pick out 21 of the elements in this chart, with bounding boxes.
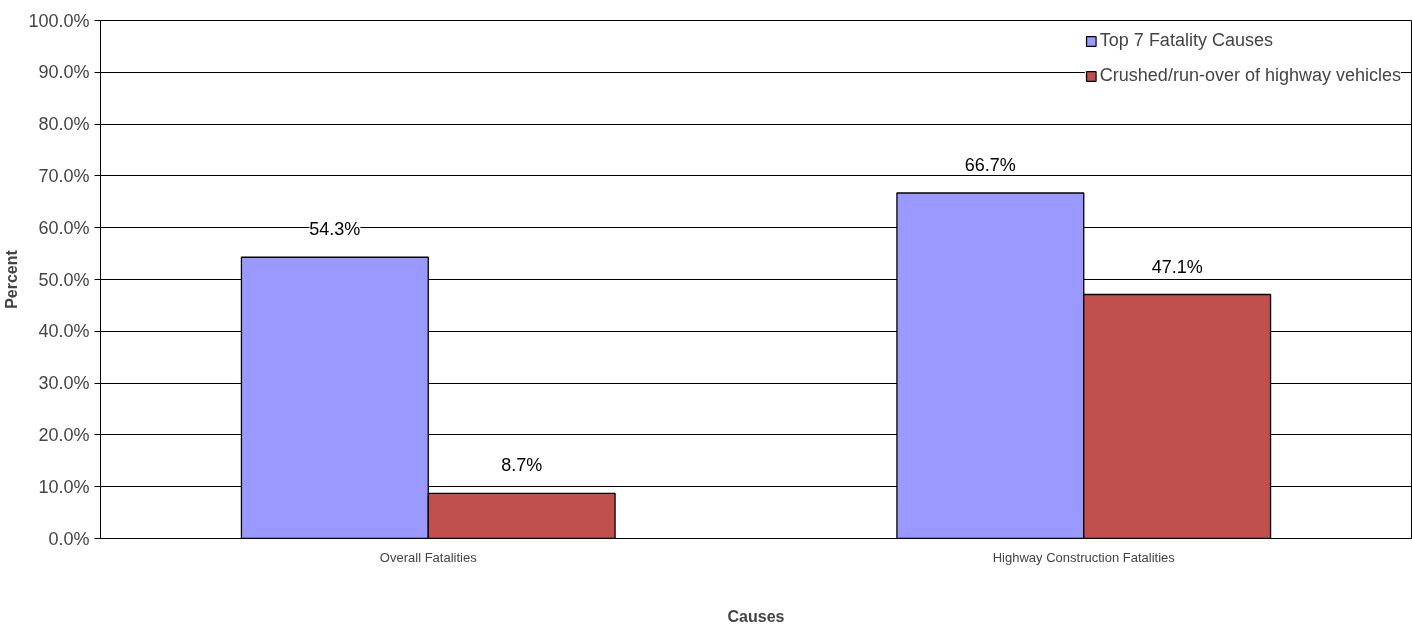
y-tick-label: 40.0% (38, 321, 90, 342)
legend-label: Top 7 Fatality Causes (1099, 30, 1273, 51)
y-tick-label: 90.0% (38, 62, 90, 83)
y-tick-label: 80.0% (38, 114, 90, 135)
data-label: 66.7% (964, 154, 1016, 175)
data-label: 54.3% (309, 219, 361, 240)
data-label: 8.7% (501, 455, 543, 476)
y-tick-label: 30.0% (38, 373, 90, 394)
y-tick-label: 70.0% (38, 165, 90, 186)
y-tick-label: 100.0% (28, 10, 90, 31)
y-tick-label: 0.0% (48, 528, 90, 549)
legend-label: Crushed/run-over of highway vehicles (1099, 65, 1401, 86)
data-label: 47.1% (1151, 256, 1203, 277)
x-tick-label: Highway Construction Fatalities (992, 549, 1176, 565)
x-tick-label: Overall Fatalities (379, 549, 478, 565)
x-axis-title: Causes (727, 607, 785, 625)
y-axis-title: Percent (3, 249, 21, 309)
y-tick-label: 10.0% (38, 476, 90, 497)
y-tick-label: 50.0% (38, 269, 90, 290)
y-tick-label: 60.0% (38, 217, 90, 238)
y-tick-label: 20.0% (38, 424, 90, 445)
